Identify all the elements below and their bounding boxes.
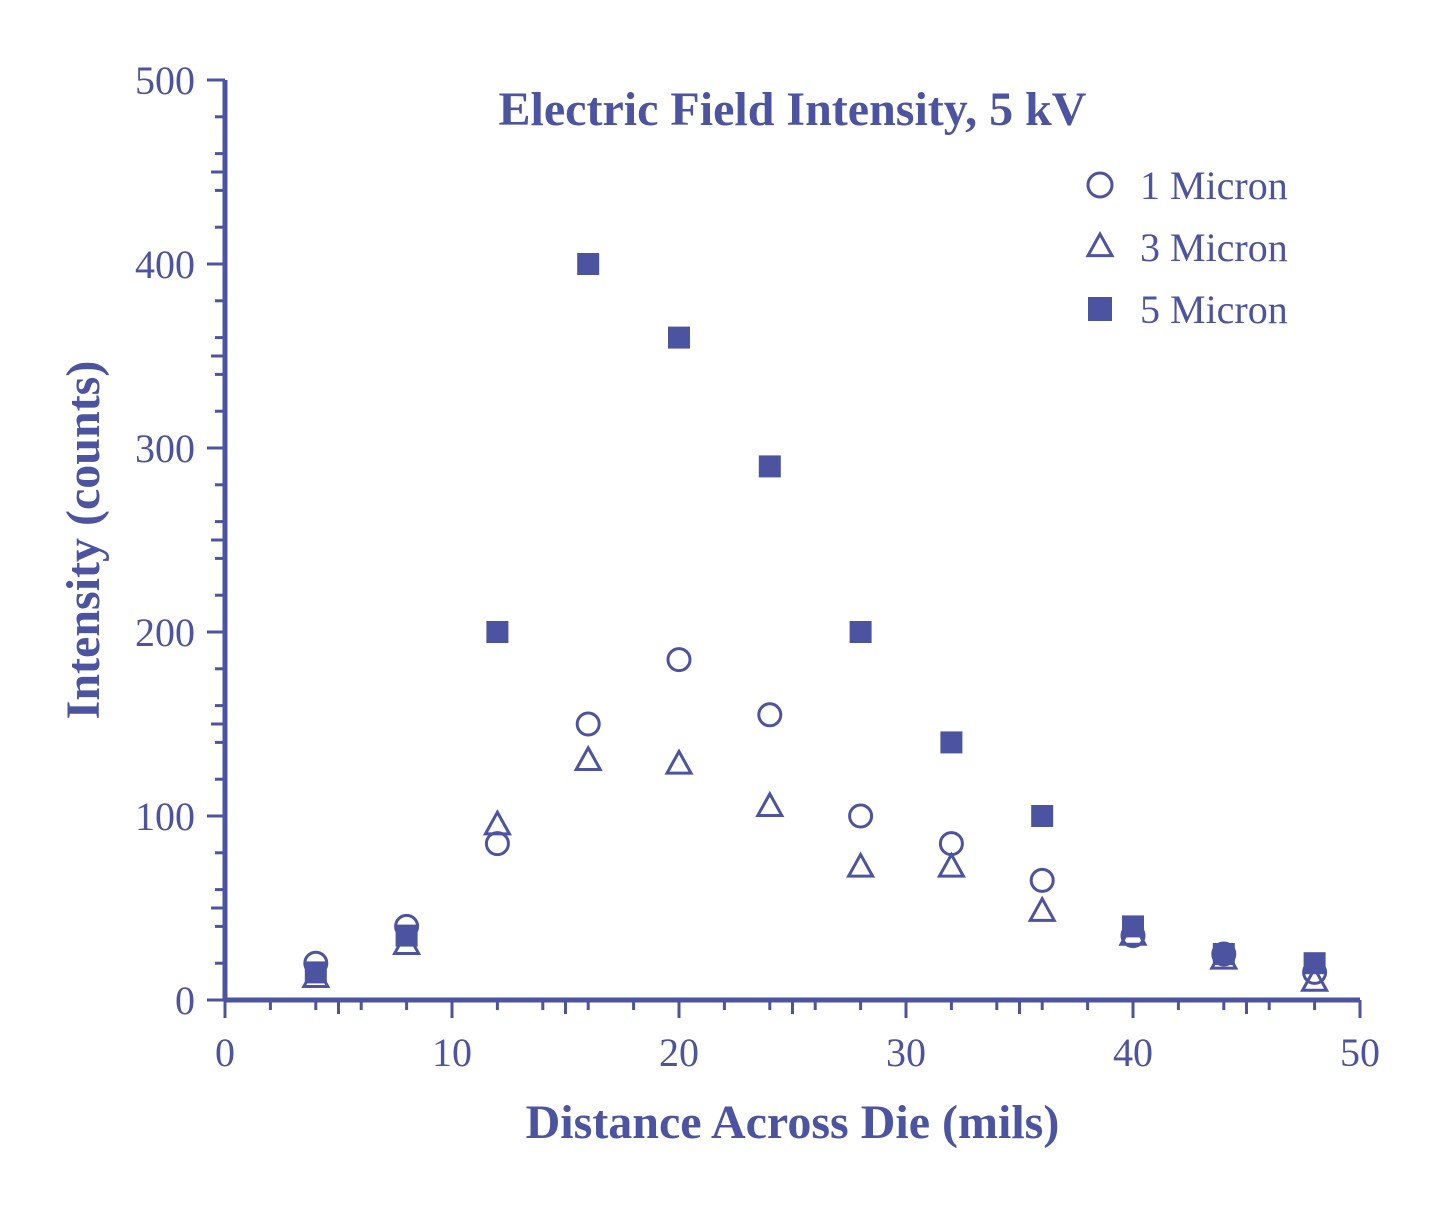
data-point xyxy=(577,713,599,735)
data-point xyxy=(668,327,690,349)
data-point xyxy=(576,748,600,770)
data-point xyxy=(850,805,872,827)
x-tick-label: 20 xyxy=(659,1030,699,1075)
electric-field-intensity-chart: Electric Field Intensity, 5 kV 0 10 20 30 40… xyxy=(0,0,1456,1226)
data-point xyxy=(759,704,781,726)
y-axis-ticks: 0 100 200 300 400 500 xyxy=(135,58,225,1023)
x-tick-label: 0 xyxy=(215,1030,235,1075)
chart-legend: 1 Micron 3 Micron 5 Micron xyxy=(1088,163,1288,332)
x-axis-label: Distance Across Die (mils) xyxy=(526,1096,1060,1149)
x-tick-label: 10 xyxy=(432,1030,472,1075)
y-tick-label: 400 xyxy=(135,242,195,287)
chart-axes: 0 10 20 30 40 50 0 100 200 300 400 500 Distance Ac… xyxy=(57,58,1380,1149)
legend-label: 5 Micron xyxy=(1140,287,1288,332)
legend-label: 1 Micron xyxy=(1140,163,1288,208)
data-point xyxy=(1030,899,1054,921)
data-point xyxy=(486,621,508,643)
x-tick-label: 40 xyxy=(1113,1030,1153,1075)
data-point xyxy=(668,649,690,671)
chart-data-series xyxy=(304,253,1327,990)
data-point xyxy=(940,833,962,855)
legend-marker-icon xyxy=(1088,234,1112,256)
data-point xyxy=(396,925,418,947)
series-5-micron xyxy=(305,253,1326,983)
legend-marker-icon xyxy=(1088,173,1112,197)
data-point xyxy=(1031,869,1053,891)
data-point xyxy=(939,855,963,877)
y-tick-label: 0 xyxy=(175,978,195,1023)
x-axis-ticks: 0 10 20 30 40 50 xyxy=(215,1000,1380,1075)
series-3-micron xyxy=(304,748,1327,990)
data-point xyxy=(850,621,872,643)
data-point xyxy=(849,855,873,877)
y-tick-label: 500 xyxy=(135,58,195,103)
chart-title: Electric Field Intensity, 5 kV xyxy=(499,83,1087,136)
data-point xyxy=(1213,943,1235,965)
y-tick-label: 100 xyxy=(135,794,195,839)
data-point xyxy=(667,752,691,774)
x-tick-label: 50 xyxy=(1340,1030,1380,1075)
data-point xyxy=(1122,915,1144,937)
legend-marker-icon xyxy=(1088,297,1112,321)
legend-label: 3 Micron xyxy=(1140,225,1288,270)
series-1-micron xyxy=(305,649,1326,984)
y-tick-label: 200 xyxy=(135,610,195,655)
data-point xyxy=(305,961,327,983)
data-point xyxy=(1304,952,1326,974)
data-point xyxy=(577,253,599,275)
data-point xyxy=(758,794,782,816)
x-tick-label: 30 xyxy=(886,1030,926,1075)
data-point xyxy=(759,455,781,477)
data-point xyxy=(486,833,508,855)
y-axis-label: Intensity (counts) xyxy=(57,361,110,720)
data-point xyxy=(1031,805,1053,827)
y-tick-label: 300 xyxy=(135,426,195,471)
data-point xyxy=(940,731,962,753)
data-point xyxy=(485,812,509,834)
